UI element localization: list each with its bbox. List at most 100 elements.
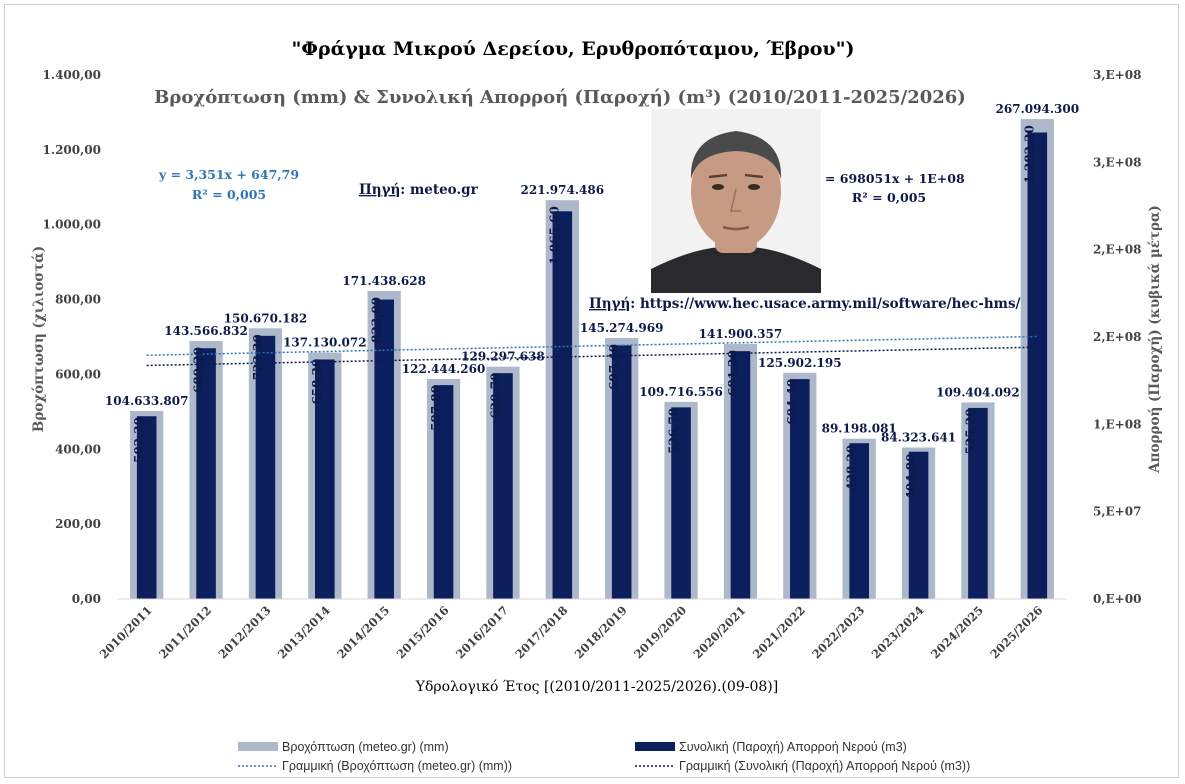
- x-tick-label: 2012/2013: [215, 603, 273, 661]
- x-tick-label: 2015/2016: [394, 603, 452, 661]
- trendlines: [146, 335, 1038, 367]
- y-left-tick-label: 600,00: [55, 367, 101, 381]
- x-axis-label: Υδρολογικό Έτος [(2010/2011-2025/2026).(…: [415, 679, 778, 695]
- data-label-rainfall: 404,80: [904, 453, 918, 499]
- data-label-rainfall: 587,80: [429, 385, 443, 431]
- data-label-rainfall: 697,40: [607, 344, 621, 390]
- y-left-tick-label: 0,00: [72, 592, 101, 606]
- data-label-rainfall: 502,30: [132, 417, 146, 463]
- portrait-eye-right: [748, 184, 760, 190]
- source-hec-text: : https://www.hec.usace.army.mil/softwar…: [630, 296, 1020, 312]
- chart-frame: "Φράγμα Μικρού Δερείου, Ερυθροπόταμου, Έ…: [4, 4, 1179, 778]
- data-label-runoff: 150.670.182: [224, 311, 308, 325]
- x-tick-label: 2013/2014: [275, 603, 333, 661]
- x-tick-label: 2024/2025: [928, 603, 986, 661]
- y-left-tick-label: 1.200,00: [43, 143, 101, 157]
- portrait-eye-left: [712, 184, 724, 190]
- x-tick-label: 2010/2011: [97, 603, 155, 661]
- y-left-tick-label: 200,00: [55, 517, 101, 531]
- trendline-runoff: [146, 346, 1038, 367]
- source-hec: Πηγή: https://www.hec.usace.army.mil/sof…: [589, 296, 1021, 312]
- bar-runoff: [552, 211, 573, 600]
- bar-runoff: [433, 385, 454, 599]
- legend-swatch-runoff: [635, 742, 675, 751]
- chart-subtitle: Βροχόπτωση (mm) & Συνολική Απορροή (Παρο…: [154, 87, 966, 108]
- bar-runoff: [315, 359, 335, 599]
- bar-runoff: [196, 348, 216, 599]
- y-right-tick-label: 5,E+07: [1093, 505, 1141, 519]
- data-label-runoff: 145.274.969: [580, 321, 664, 335]
- x-tick-label: 2014/2015: [334, 603, 392, 661]
- data-label-runoff: 89.198.081: [822, 422, 897, 436]
- data-label-rainfall: 525,20: [963, 408, 977, 454]
- data-label-runoff: 267.094.300: [996, 102, 1080, 116]
- y-left-tick-label: 1.000,00: [43, 218, 101, 232]
- legend: Βροχόπτωση (meteo.gr) (mm) Συνολική (Παρ…: [238, 740, 970, 773]
- data-label-rainfall: 658,30: [310, 359, 324, 405]
- bar-runoff: [730, 351, 751, 599]
- y-right-tick-label: 2,E+08: [1093, 243, 1141, 257]
- x-tick-label: 2017/2018: [512, 603, 570, 661]
- trend-r2-left: R² = 0,005: [192, 187, 266, 202]
- x-tick-label: 2016/2017: [453, 603, 511, 661]
- y-right-tick-label: 1,E+08: [1093, 417, 1141, 431]
- data-label-rainfall: 428,20: [845, 445, 859, 491]
- portrait-shirt: [651, 247, 821, 293]
- portrait-nose: [730, 188, 741, 212]
- source-hec-label: Πηγή: [589, 296, 630, 312]
- bar-runoff: [908, 451, 929, 599]
- bar-runoff: [1027, 132, 1048, 599]
- source-meteo-label: Πηγή: [359, 182, 400, 198]
- data-label-rainfall: 604,40: [785, 379, 799, 425]
- y-axis-right-ticks: 0,E+00 5,E+07 1,E+08 2,E+08 2,E+08 3,E+08 3,E+…: [1093, 68, 1141, 606]
- trend-r2-right: R² = 0,005: [852, 190, 926, 205]
- chart: "Φράγμα Μικρού Δερείου, Ερυθροπόταμου, Έ…: [31, 38, 1163, 773]
- data-label-rainfall: 526,70: [666, 408, 680, 454]
- x-tick-label: 2011/2012: [156, 603, 214, 661]
- data-label-runoff: 143.566.832: [164, 324, 248, 338]
- y-axis-left-label: Βροχόπτωση (χιλιοστά): [31, 246, 47, 432]
- data-label-runoff: 109.404.092: [936, 385, 1020, 399]
- bar-runoff: [374, 299, 394, 599]
- data-label-runoff: 171.438.628: [342, 274, 426, 288]
- legend-label-rainfall: Βροχόπτωση (meteo.gr) (mm): [282, 740, 449, 754]
- x-tick-label: 2019/2020: [631, 603, 689, 661]
- source-meteo: Πηγή: meteo.gr: [359, 182, 479, 198]
- data-label-runoff: 221.974.486: [521, 183, 605, 197]
- y-left-tick-label: 800,00: [55, 293, 101, 307]
- portrait-photo: [651, 109, 821, 293]
- data-label-runoff: 109.716.556: [639, 385, 723, 399]
- x-tick-label: 2020/2021: [690, 603, 748, 661]
- data-label-rainfall: 689,20: [191, 347, 205, 393]
- bar-runoff: [255, 335, 276, 599]
- data-label-runoff: 104.633.807: [105, 394, 189, 408]
- bar-runoff: [611, 345, 632, 599]
- legend-label-trend-runoff: Γραμμική (Συνολική (Παροχή) Απορροή Νερο…: [679, 759, 970, 773]
- legend-swatch-rainfall: [238, 742, 278, 751]
- bar-runoff: [790, 379, 810, 599]
- bar-runoff: [849, 443, 869, 599]
- y-right-tick-label: 0,E+00: [1093, 592, 1141, 606]
- trend-equation-right: y = 698051x + 1E+08: [812, 171, 965, 186]
- legend-label-trend-rainfall: Γραμμική (Βροχόπτωση (meteo.gr) (mm)): [282, 759, 512, 773]
- y-axis-right-label: Απορροή (Παροχή) (κυβικά μέτρα): [1147, 205, 1163, 474]
- bars: [130, 119, 1054, 600]
- x-tick-label: 2022/2023: [809, 603, 867, 661]
- x-tick-label: 2023/2024: [869, 603, 927, 661]
- data-label-rainfall: 723,30: [251, 334, 265, 380]
- data-label-rainfall: 1.282,20: [1023, 125, 1037, 183]
- trend-equation-left: y = 3,351x + 647,79: [158, 167, 299, 182]
- bar-runoff: [493, 373, 513, 599]
- y-axis-left-ticks: 0,00 200,00 400,00 600,00 800,00 1.000,00 1.20…: [43, 68, 101, 606]
- data-label-runoff: 129.297.638: [461, 350, 545, 364]
- data-label-runoff: 122.444.260: [402, 362, 486, 376]
- y-right-tick-label: 3,E+08: [1093, 68, 1141, 82]
- x-tick-label: 2021/2022: [750, 603, 808, 661]
- y-left-tick-label: 1.400,00: [43, 68, 101, 82]
- data-label-rainfall: 620,70: [488, 373, 502, 419]
- x-tick-label: 2025/2026: [987, 603, 1045, 661]
- portrait-hair: [690, 131, 782, 179]
- data-label-rainfall: 823,00: [370, 297, 384, 343]
- data-label-runoff: 84.323.641: [881, 430, 956, 444]
- y-right-tick-label: 3,E+08: [1093, 155, 1141, 169]
